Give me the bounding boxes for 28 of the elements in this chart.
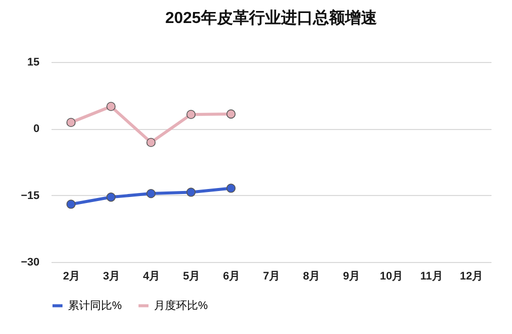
point <box>226 184 236 193</box>
point <box>66 118 76 128</box>
legend-label: 累计同比% <box>68 298 122 312</box>
point <box>66 200 76 209</box>
y-tick-label: 15 <box>27 56 40 68</box>
point <box>106 102 116 112</box>
x-tick-label: 11月 <box>420 270 443 282</box>
point <box>106 192 116 202</box>
point <box>186 110 196 120</box>
point <box>146 138 156 148</box>
x-tick-label: 12月 <box>460 270 484 282</box>
x-tick-label: 6月 <box>222 270 240 282</box>
point <box>226 109 236 119</box>
x-tick-label: 5月 <box>182 270 200 282</box>
x-tick-label: 9月 <box>342 270 360 282</box>
point <box>186 188 196 197</box>
x-tick-label: 4月 <box>142 270 160 282</box>
x-tick-label: 8月 <box>302 270 320 282</box>
chart-title: 2025年皮革行业进口总额增速 <box>165 9 378 27</box>
x-tick-label: 2月 <box>62 270 80 282</box>
x-tick-label: 7月 <box>262 270 280 282</box>
point <box>146 188 156 198</box>
y-tick-label: 0 <box>33 123 40 136</box>
legend-label: 月度环比% <box>154 298 208 312</box>
x-tick-label: 3月 <box>102 270 120 282</box>
y-tick-label: −30 <box>20 256 40 268</box>
x-tick-label: 10月 <box>380 270 404 282</box>
y-tick-label: −15 <box>20 190 40 202</box>
